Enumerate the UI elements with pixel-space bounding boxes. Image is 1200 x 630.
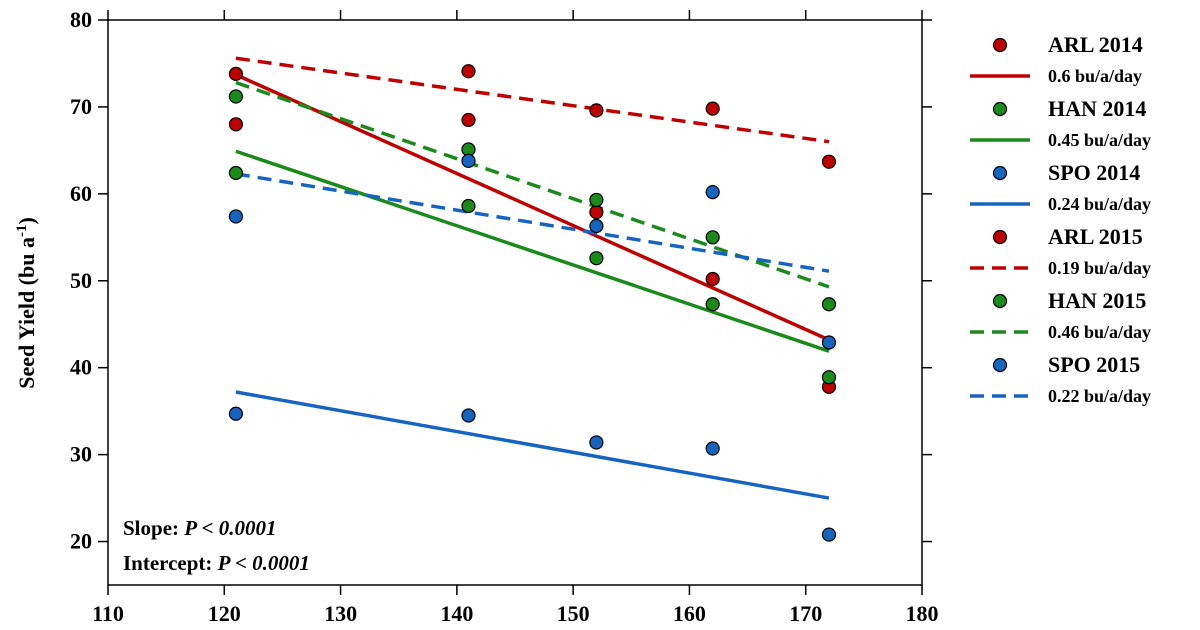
- legend-rate-han-2015: 0.46 bu/a/day: [1048, 322, 1151, 342]
- data-point-spo-2015: [821, 335, 837, 350]
- data-point-spo-2014: [228, 406, 244, 421]
- fit-line-spo-2014: [235, 390, 830, 500]
- legend-rate-han-2014: 0.45 bu/a/day: [1048, 130, 1151, 150]
- slope-annotation: Slope: P < 0.0001: [123, 516, 277, 540]
- legend-label-spo-2015: SPO 2015: [1048, 352, 1140, 377]
- legend-marker-han-2014: [992, 101, 1008, 117]
- plot-area: 20 30 40 50 60 70 80 110 120 130 140 150 160 170 180: [70, 7, 939, 626]
- data-point-spo-2014: [589, 435, 604, 450]
- data-point-spo-2014: [821, 527, 837, 542]
- data-point-han-2015: [228, 165, 244, 181]
- data-point-spo-2015: [705, 185, 720, 200]
- data-point-han-2014: [589, 251, 604, 266]
- data-point-han-2014: [461, 198, 476, 214]
- data-point-arl-2014: [228, 66, 244, 81]
- x-tick-label: 150: [557, 601, 590, 626]
- data-point-spo-2015: [228, 209, 244, 224]
- y-tick-label: 60: [70, 181, 92, 206]
- data-point-arl-2014: [705, 271, 720, 287]
- y-axis: 20 30 40 50 60 70 80: [70, 7, 932, 554]
- data-points: [228, 64, 837, 542]
- data-point-arl-2015: [705, 101, 720, 116]
- y-tick-label: 70: [70, 94, 92, 119]
- fit-lines: [235, 56, 830, 500]
- x-tick-label: 180: [906, 601, 939, 626]
- y-tick-label: 30: [70, 442, 92, 467]
- intercept-annotation: Intercept: P < 0.0001: [123, 551, 310, 575]
- data-point-arl-2015: [821, 154, 837, 169]
- legend-rate-spo-2014: 0.24 bu/a/day: [1048, 194, 1151, 214]
- legend-label-han-2014: HAN 2014: [1048, 96, 1146, 121]
- data-point-arl-2015: [228, 117, 244, 132]
- data-point-arl-2014: [589, 205, 604, 220]
- fit-line-arl-2015: [235, 56, 830, 144]
- legend-rate-arl-2015: 0.19 bu/a/day: [1048, 258, 1151, 278]
- legend-label-arl-2014: ARL 2014: [1048, 32, 1143, 57]
- data-point-han-2014: [821, 370, 837, 385]
- x-tick-label: 160: [673, 601, 706, 626]
- legend-marker-spo-2014: [992, 165, 1008, 181]
- y-tick-label: 20: [70, 529, 92, 554]
- legend: ARL 2014 0.6 bu/a/day HAN 2014 0.45 bu/a/da…: [970, 32, 1151, 406]
- data-point-han-2015: [589, 192, 604, 208]
- fit-line-han-2015: [235, 80, 830, 289]
- legend-marker-arl-2015: [992, 229, 1008, 245]
- legend-label-han-2015: HAN 2015: [1048, 288, 1146, 313]
- data-point-spo-2015: [589, 218, 604, 234]
- legend-marker-han-2015: [992, 293, 1008, 309]
- data-point-han-2014: [705, 297, 720, 312]
- legend-label-spo-2014: SPO 2014: [1048, 160, 1140, 185]
- legend-marker-spo-2015: [992, 357, 1008, 373]
- data-point-spo-2015: [461, 153, 476, 168]
- data-point-han-2015: [705, 230, 720, 245]
- data-point-arl-2014: [461, 112, 476, 128]
- x-tick-label: 140: [440, 601, 473, 626]
- y-tick-label: 40: [70, 355, 92, 380]
- y-tick-label: 80: [70, 7, 92, 32]
- data-point-arl-2015: [461, 64, 476, 79]
- fit-line-arl-2014: [235, 73, 830, 342]
- data-point-han-2014: [228, 89, 244, 104]
- x-axis: 110 120 130 140 150 160 170 180: [92, 10, 939, 626]
- x-tick-label: 170: [789, 601, 822, 626]
- plot-frame: [107, 19, 923, 586]
- y-axis-title: Seed Yield (bu a-1): [14, 217, 39, 389]
- data-point-arl-2015: [589, 103, 604, 118]
- x-tick-label: 120: [208, 601, 241, 626]
- x-tick-label: 130: [324, 601, 357, 626]
- y-tick-label: 50: [70, 268, 92, 293]
- data-point-han-2015: [821, 297, 837, 312]
- y-axis-title-superscript: -1: [14, 225, 30, 238]
- fit-line-spo-2015: [235, 172, 830, 273]
- legend-rate-spo-2015: 0.22 bu/a/day: [1048, 386, 1151, 406]
- data-point-spo-2014: [461, 408, 476, 423]
- fit-line-han-2014: [235, 149, 830, 353]
- legend-label-arl-2015: ARL 2015: [1048, 224, 1143, 249]
- legend-marker-arl-2014: [992, 37, 1008, 53]
- data-point-spo-2014: [705, 441, 720, 456]
- x-tick-label: 110: [92, 601, 124, 626]
- legend-rate-arl-2014: 0.6 bu/a/day: [1048, 66, 1142, 86]
